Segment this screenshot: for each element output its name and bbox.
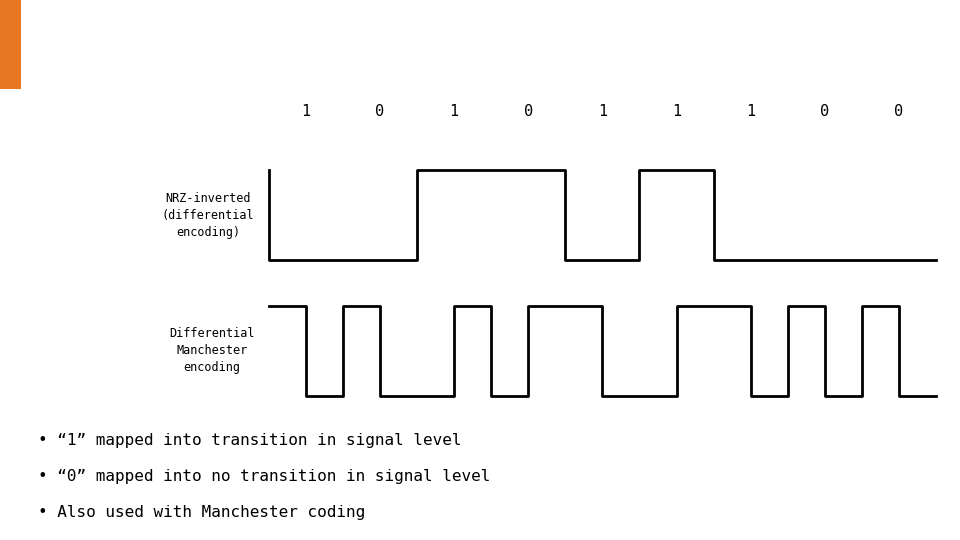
Bar [0,0,21,89]
Text: 1: 1 [672,104,681,119]
Text: • Also used with Manchester coding: • Also used with Manchester coding [38,505,366,521]
Text: 0: 0 [820,104,829,119]
Text: 1: 1 [449,104,459,119]
Text: Differential Coding: Differential Coding [27,28,442,65]
Text: 0: 0 [524,104,533,119]
Text: 1: 1 [301,104,310,119]
Text: • “0” mapped into no transition in signal level: • “0” mapped into no transition in signa… [38,469,491,484]
Text: 1: 1 [746,104,756,119]
Text: 1: 1 [598,104,607,119]
Text: NRZ-inverted
(differential
encoding): NRZ-inverted (differential encoding) [162,192,254,239]
Text: Differential
Manchester
encoding: Differential Manchester encoding [169,327,254,374]
Text: 0: 0 [895,104,903,119]
Text: • “1” mapped into transition in signal level: • “1” mapped into transition in signal l… [38,433,462,448]
Text: 0: 0 [375,104,385,119]
